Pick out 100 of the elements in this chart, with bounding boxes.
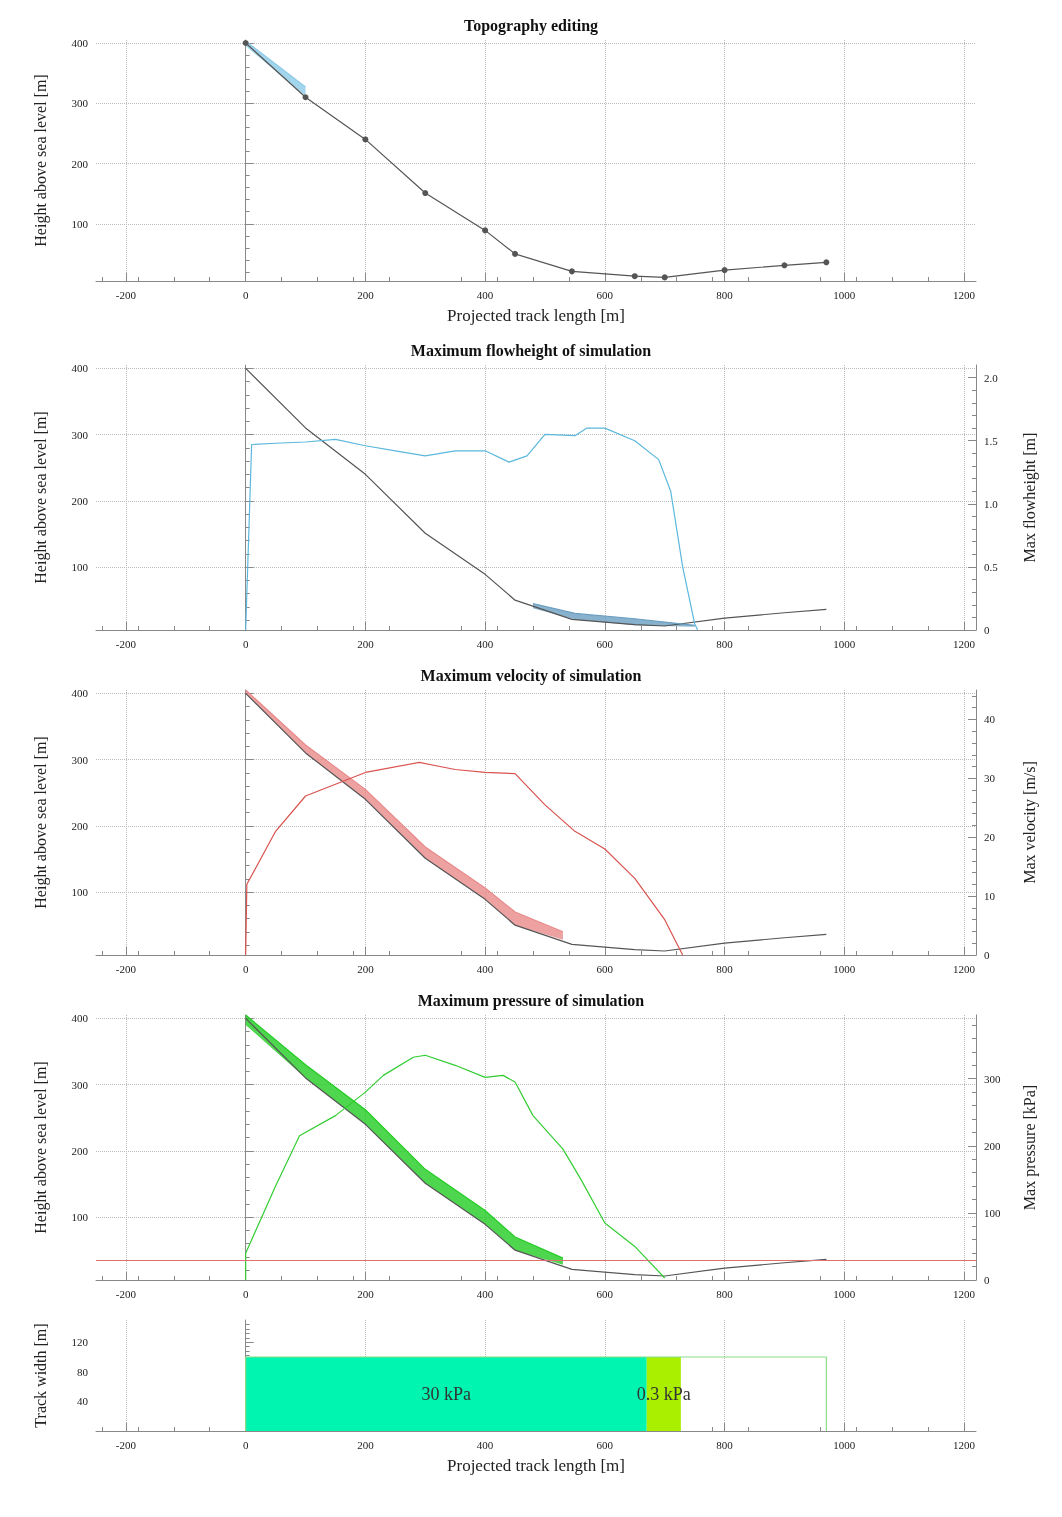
line-series (245, 1017, 827, 1277)
y-tick-label: 200 (71, 1144, 89, 1157)
y-tick-label: 400 (71, 37, 89, 50)
x-tick-label: 400 (476, 962, 494, 975)
y-tick-label: 400 (71, 687, 89, 700)
x-tick-label: 0 (242, 1287, 249, 1300)
y2-tick-label: 200 (984, 1139, 1001, 1152)
chart-title: Topography editing (463, 16, 599, 35)
y-tick-label: 200 (71, 157, 89, 170)
x-tick-label: 1200 (953, 1438, 976, 1451)
x-tick-label: 800 (716, 288, 734, 301)
y-tick-label: 200 (71, 494, 89, 507)
x-tick-label: 600 (596, 637, 614, 650)
y2-tick-label: 10 (984, 890, 996, 903)
x-tick-label: 200 (357, 1438, 375, 1451)
x-tick-label: 1000 (833, 288, 856, 301)
chart-title: Maximum pressure of simulation (417, 991, 645, 1010)
x-tick-label: 600 (596, 962, 614, 975)
y-tick-label: 200 (71, 819, 89, 832)
y-axis-title: Height above sea level [m] (31, 411, 50, 584)
y-tick-label: 100 (71, 1211, 89, 1224)
y2-tick-label: 40 (984, 713, 996, 726)
y-axis-title: Height above sea level [m] (31, 736, 50, 909)
y-tick-label: 400 (71, 362, 89, 375)
y-tick-label: 100 (71, 561, 89, 574)
y-axis-title: Height above sea level [m] (31, 74, 50, 247)
x-tick-label: 200 (357, 637, 375, 650)
x-tick-label: -200 (115, 1287, 137, 1300)
line-series (245, 427, 699, 631)
x-tick-label: 200 (357, 962, 375, 975)
x-tick-label: -200 (115, 637, 137, 650)
y-tick-label: 400 (71, 1012, 89, 1025)
y2-tick-label: 0 (984, 1274, 990, 1286)
y-tick-label: 300 (71, 97, 89, 110)
x-axis-title: Projected track length [m] (447, 1456, 625, 1475)
x-tick-label: 400 (476, 1287, 494, 1300)
y2-tick-label: 0 (984, 949, 990, 961)
point (721, 267, 728, 274)
point (512, 250, 519, 257)
point (242, 40, 249, 47)
y2-axis-title: Max flowheight [m] (1020, 432, 1039, 563)
y2-tick-label: 20 (984, 831, 996, 844)
x-tick-label: 600 (596, 1287, 614, 1300)
chart-title: Maximum velocity of simulation (420, 666, 642, 685)
y2-tick-label: 100 (984, 1206, 1001, 1219)
x-tick-label: 400 (476, 637, 494, 650)
point (482, 227, 489, 234)
x-tick-label: 400 (476, 1438, 494, 1451)
y2-tick-label: 300 (984, 1072, 1001, 1085)
y2-axis-title: Max pressure [kPa] (1020, 1084, 1039, 1211)
x-tick-label: 1000 (833, 1287, 856, 1300)
x-tick-label: 800 (716, 637, 734, 650)
y-tick-label: 300 (71, 753, 89, 766)
x-axis-title: Projected track length [m] (447, 306, 625, 325)
point (422, 190, 429, 197)
line-series (245, 1054, 666, 1281)
x-tick-label: 600 (596, 1438, 614, 1451)
x-tick-label: 1000 (833, 1438, 856, 1451)
y-tick-label: 80 (77, 1365, 89, 1378)
x-tick-label: 800 (716, 962, 734, 975)
x-tick-label: 600 (596, 288, 614, 301)
x-tick-label: 0 (242, 1438, 249, 1451)
x-tick-label: 200 (357, 1287, 375, 1300)
y-tick-label: 40 (77, 1395, 89, 1408)
x-tick-label: 1200 (953, 1287, 976, 1300)
y-tick-label: 100 (71, 886, 89, 899)
point (362, 136, 369, 143)
x-tick-label: 0 (242, 962, 249, 975)
y2-tick-label: 0.5 (984, 560, 999, 573)
series-label: 30 kPa (421, 1384, 471, 1404)
x-tick-label: 1000 (833, 637, 856, 650)
y2-tick-label: 2.0 (984, 371, 999, 384)
x-tick-label: 1200 (953, 637, 976, 650)
y-axis-title: Track width [m] (31, 1323, 49, 1428)
y-tick-label: 100 (71, 217, 89, 230)
x-tick-label: 800 (716, 1287, 734, 1300)
y-axis-title: Height above sea level [m] (31, 1061, 50, 1234)
point (302, 94, 309, 101)
y2-tick-label: 1.0 (984, 497, 999, 510)
x-tick-label: -200 (115, 1438, 137, 1451)
line-series (245, 692, 827, 952)
x-tick-label: 0 (242, 637, 249, 650)
point (568, 268, 575, 275)
point (823, 259, 830, 266)
x-tick-label: 800 (716, 1438, 734, 1451)
x-tick-label: 1200 (953, 962, 976, 975)
x-tick-label: 400 (476, 288, 494, 301)
x-tick-label: 1000 (833, 962, 856, 975)
y2-axis-title: Max velocity [m/s] (1020, 761, 1039, 884)
x-tick-label: 0 (242, 288, 249, 301)
y-tick-label: 300 (71, 428, 89, 441)
x-tick-label: 200 (357, 288, 375, 301)
line-series (245, 761, 684, 956)
y2-tick-label: 30 (984, 772, 996, 785)
chart-title: Maximum flowheight of simulation (410, 341, 652, 360)
point (631, 273, 638, 280)
y2-tick-label: 0 (984, 624, 990, 636)
point (661, 274, 668, 281)
y-tick-label: 300 (71, 1078, 89, 1091)
point (781, 262, 788, 269)
